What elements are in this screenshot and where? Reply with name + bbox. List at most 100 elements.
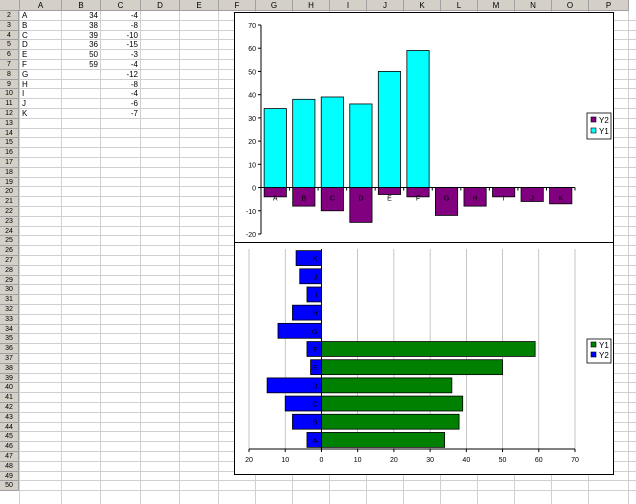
row-header-16[interactable]: 16 — [0, 148, 19, 158]
cell-a11[interactable]: J — [22, 99, 26, 109]
row-header-25[interactable]: 25 — [0, 236, 19, 247]
cell-a9[interactable]: H — [22, 79, 28, 89]
row-header-44[interactable]: 44 — [0, 422, 19, 433]
cell-a3[interactable]: B — [22, 20, 28, 30]
column-header-g[interactable]: G — [256, 0, 293, 11]
row-header-41[interactable]: 41 — [0, 393, 19, 403]
cell-b4[interactable]: 39 — [89, 30, 98, 40]
row-header-36[interactable]: 36 — [0, 344, 19, 354]
cell-c10[interactable]: -4 — [130, 89, 138, 99]
row-header-24[interactable]: 24 — [0, 226, 19, 237]
column-header-c[interactable]: C — [101, 0, 141, 11]
cell-b6[interactable]: 50 — [89, 50, 98, 60]
column-header-n[interactable]: N — [515, 0, 552, 11]
row-header-43[interactable]: 43 — [0, 412, 19, 423]
cell-c6[interactable]: -3 — [130, 50, 138, 60]
row-header-35[interactable]: 35 — [0, 334, 19, 345]
column-header-h[interactable]: H — [293, 0, 330, 11]
cell-a10[interactable]: I — [22, 89, 25, 99]
bar-chart[interactable]: 20 10 0 10 20 30 40 50 60 70 A B C D E F G H I J K Y1 Y2 — [234, 242, 614, 475]
row-header-20[interactable]: 20 — [0, 187, 19, 198]
column-header-i[interactable]: I — [330, 0, 367, 11]
row-header-14[interactable]: 14 — [0, 128, 19, 139]
row-header-17[interactable]: 17 — [0, 158, 19, 168]
cell-b9[interactable] — [62, 80, 98, 90]
row-header-4[interactable]: 4 — [0, 30, 19, 41]
column-header-e[interactable]: E — [180, 0, 219, 11]
row-header-23[interactable]: 23 — [0, 216, 19, 227]
cell-a7[interactable]: F — [22, 60, 27, 69]
column-header-k[interactable]: K — [404, 0, 441, 11]
column-header-j[interactable]: J — [367, 0, 404, 11]
cell-b8[interactable] — [62, 70, 98, 80]
cell-c5[interactable]: -15 — [126, 40, 138, 50]
row-header-13[interactable]: 13 — [0, 118, 19, 129]
column-header-d[interactable]: D — [141, 0, 180, 11]
cell-a2[interactable]: A — [22, 11, 28, 20]
cell-a8[interactable]: G — [22, 69, 29, 79]
column-header-m[interactable]: M — [478, 0, 515, 11]
cell-c3[interactable]: -8 — [130, 20, 138, 30]
row-header-28[interactable]: 28 — [0, 265, 19, 276]
row-header-42[interactable]: 42 — [0, 403, 19, 413]
row-header-10[interactable]: 10 — [0, 89, 19, 100]
cell-c11[interactable]: -6 — [130, 99, 138, 109]
column-chart[interactable]: 70 60 50 40 30 20 10 0 -10 -20 A B C D E F G H I J K Y2 Y1 — [234, 12, 614, 243]
row-header-29[interactable]: 29 — [0, 275, 19, 286]
row-header-49[interactable]: 49 — [0, 471, 19, 482]
row-header-3[interactable]: 3 — [0, 20, 19, 31]
row-header-18[interactable]: 18 — [0, 167, 19, 178]
column-header-b[interactable]: B — [62, 0, 101, 11]
row-header-22[interactable]: 22 — [0, 207, 19, 217]
row-header-34[interactable]: 34 — [0, 324, 19, 335]
row-header-47[interactable]: 47 — [0, 452, 19, 462]
row-header-5[interactable]: 5 — [0, 40, 19, 51]
row-header-21[interactable]: 21 — [0, 197, 19, 207]
cell-c12[interactable]: -7 — [130, 109, 138, 118]
row-header-50[interactable]: 50 — [0, 481, 19, 492]
cell-b12[interactable] — [62, 109, 98, 119]
cell-a12[interactable]: K — [22, 109, 28, 118]
row-header-45[interactable]: 45 — [0, 432, 19, 443]
cell-b2[interactable]: 34 — [89, 11, 98, 20]
cell-c7[interactable]: -4 — [130, 60, 138, 69]
row-header-32[interactable]: 32 — [0, 305, 19, 315]
cell-c9[interactable]: -8 — [130, 79, 138, 89]
column-header-a[interactable]: A — [20, 0, 62, 11]
cell-a4[interactable]: C — [22, 30, 28, 40]
cell-a6[interactable]: E — [22, 50, 28, 60]
cell-b3[interactable]: 38 — [89, 20, 98, 30]
select-all-corner[interactable] — [0, 0, 20, 11]
cell-b10[interactable] — [62, 89, 98, 99]
cell-c4[interactable]: -10 — [126, 30, 138, 40]
row-header-27[interactable]: 27 — [0, 256, 19, 266]
row-header-30[interactable]: 30 — [0, 285, 19, 296]
row-header-39[interactable]: 39 — [0, 373, 19, 384]
row-header-12[interactable]: 12 — [0, 109, 19, 119]
cell-c8[interactable]: -12 — [126, 69, 138, 79]
row-header-48[interactable]: 48 — [0, 461, 19, 472]
row-header-2[interactable]: 2 — [0, 11, 19, 21]
row-header-19[interactable]: 19 — [0, 177, 19, 188]
cell-a5[interactable]: D — [22, 40, 28, 50]
column-header-f[interactable]: F — [219, 0, 256, 11]
row-header-33[interactable]: 33 — [0, 314, 19, 325]
row-header-6[interactable]: 6 — [0, 50, 19, 60]
row-header-11[interactable]: 11 — [0, 99, 19, 109]
row-header-8[interactable]: 8 — [0, 69, 19, 80]
cell-b7[interactable]: 59 — [89, 60, 98, 69]
column-header-o[interactable]: O — [552, 0, 589, 11]
row-header-40[interactable]: 40 — [0, 383, 19, 394]
row-header-7[interactable]: 7 — [0, 60, 19, 70]
row-header-38[interactable]: 38 — [0, 363, 19, 374]
column-header-l[interactable]: L — [441, 0, 478, 11]
row-header-15[interactable]: 15 — [0, 138, 19, 149]
row-header-31[interactable]: 31 — [0, 295, 19, 305]
cell-c2[interactable]: -4 — [130, 11, 138, 20]
cell-b5[interactable]: 36 — [89, 40, 98, 50]
row-header-46[interactable]: 46 — [0, 442, 19, 452]
row-header-26[interactable]: 26 — [0, 246, 19, 256]
row-header-9[interactable]: 9 — [0, 79, 19, 90]
row-header-37[interactable]: 37 — [0, 354, 19, 364]
cell-b11[interactable] — [62, 99, 98, 109]
